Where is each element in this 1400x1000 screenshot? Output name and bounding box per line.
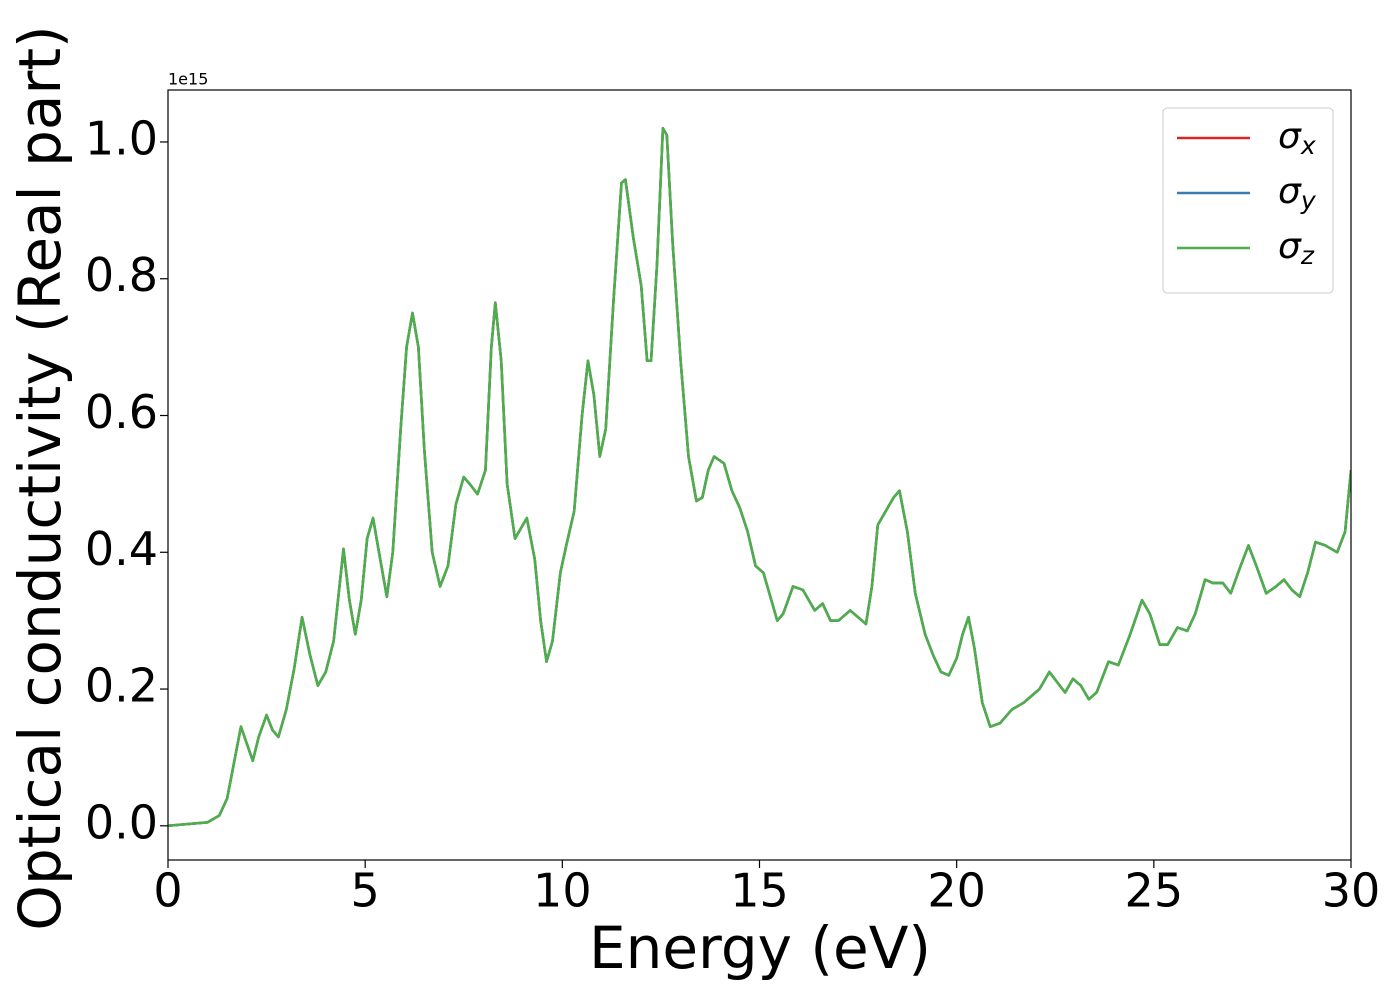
legend-label: σy <box>1278 171 1317 215</box>
y-tick-label: 0.2 <box>85 659 158 713</box>
y-tick-label: 1.0 <box>85 111 158 165</box>
x-tick-label: 5 <box>351 864 380 918</box>
y-tick-label: 0.0 <box>85 795 158 849</box>
x-tick-label: 25 <box>1125 864 1184 918</box>
x-tick-label: 0 <box>153 864 182 918</box>
y-offset-label: 1e15 <box>168 70 208 89</box>
x-tick-label: 10 <box>533 864 592 918</box>
x-tick-label: 30 <box>1322 864 1381 918</box>
x-tick-label: 15 <box>730 864 789 918</box>
x-tick-label: 20 <box>927 864 986 918</box>
legend-label: σx <box>1278 116 1316 160</box>
series-line <box>168 127 1351 828</box>
legend-label: σz <box>1278 226 1315 270</box>
y-axis-title: Optical conductivity (Real part) <box>6 25 74 930</box>
y-tick-label: 0.8 <box>85 248 158 302</box>
plot-frame <box>167 89 1352 861</box>
plot-lines <box>168 127 1351 828</box>
x-axis-title: Energy (eV) <box>589 914 931 982</box>
y-tick-label: 0.4 <box>85 522 158 576</box>
y-tick-label: 0.6 <box>85 385 158 439</box>
